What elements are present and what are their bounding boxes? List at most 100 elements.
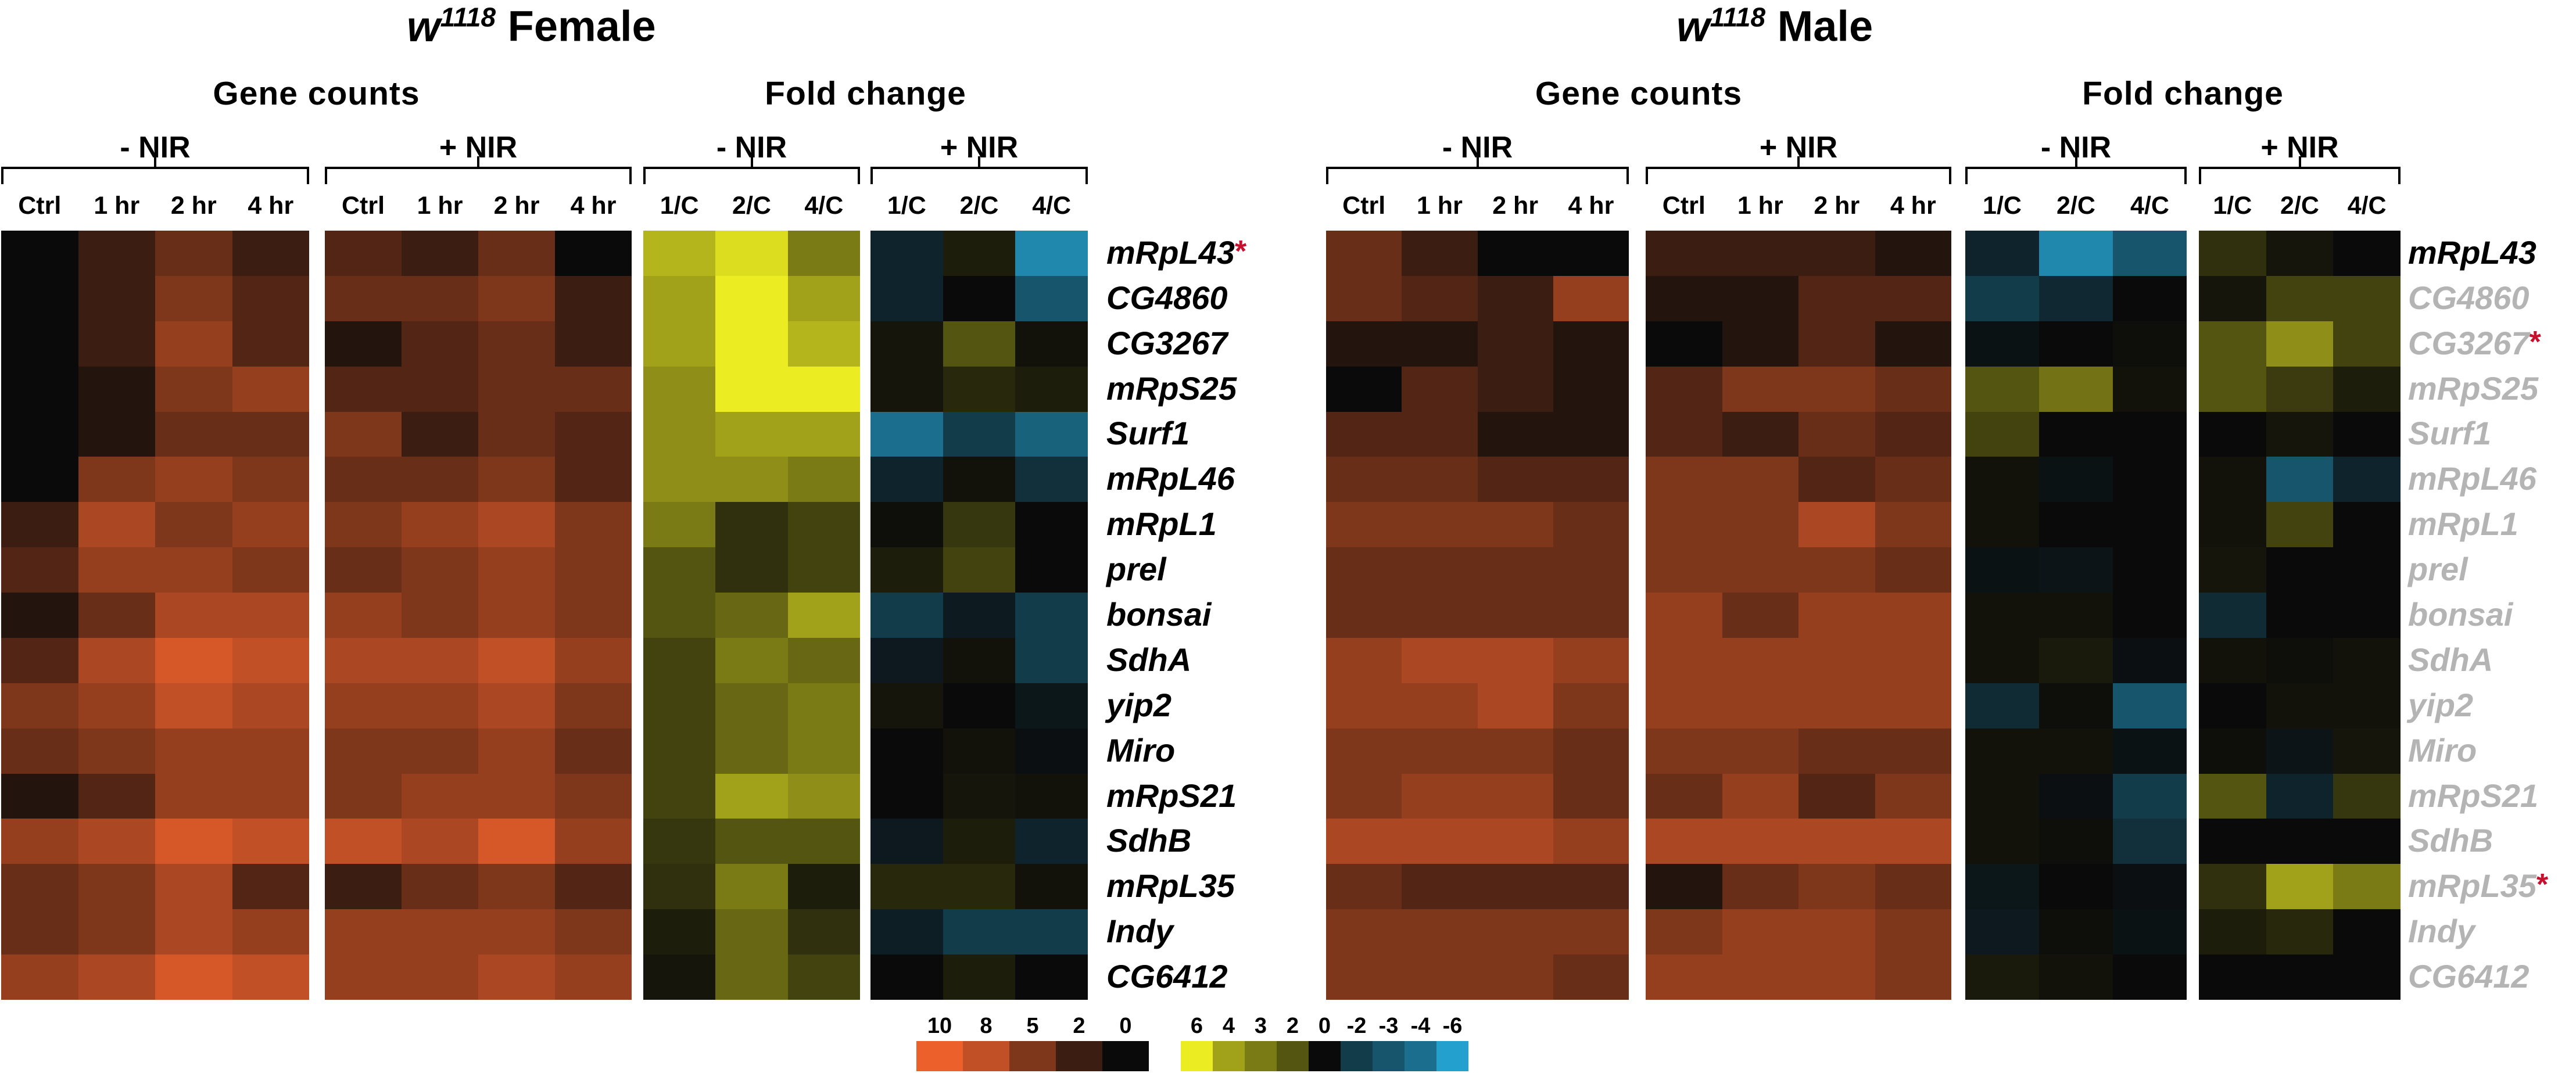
column-label: 2/C [959, 192, 999, 220]
heatmap-cell [402, 954, 478, 1000]
heatmap-cell [402, 231, 478, 276]
heatmap-cell [1402, 637, 1478, 683]
heatmap-cell [1477, 547, 1553, 593]
heatmap-cell [478, 819, 555, 864]
heatmap-cell [325, 909, 402, 955]
heatmap-cell [2333, 547, 2401, 593]
heatmap-cell [1965, 954, 2039, 1000]
heatmap-cell [232, 366, 309, 412]
column-label: 4/C [2347, 192, 2387, 220]
heatmap-cell [478, 366, 555, 412]
heatmap-cell [1646, 909, 1722, 955]
column-label: 1/C [1983, 192, 2022, 220]
heatmap-cell [232, 275, 309, 321]
heatmap-cell [1722, 819, 1798, 864]
legend-tick: 5 [1026, 1014, 1039, 1038]
fold-change-label: Fold change [2082, 75, 2284, 112]
fold-plus-block [870, 231, 1088, 1000]
heatmap-cell [1965, 366, 2039, 412]
heatmap-cell [478, 909, 555, 955]
heatmap-cell [1722, 864, 1798, 910]
heatmap-cell [715, 231, 788, 276]
heatmap-cell [1015, 457, 1088, 503]
heatmap-cell [402, 502, 478, 548]
heatmap-cell [1, 637, 78, 683]
heatmap-cell [1326, 366, 1402, 412]
fold-minus-block [643, 231, 860, 1000]
heatmap-cell [1965, 593, 2039, 638]
legend-swatch [1341, 1041, 1373, 1071]
heatmap-cell [1875, 637, 1951, 683]
count-color-legend [916, 1041, 1149, 1071]
legend-swatch [1405, 1041, 1436, 1071]
heatmap-cell [2266, 457, 2334, 503]
legend-tick: 2 [1073, 1014, 1085, 1038]
heatmap-cell [870, 231, 943, 276]
heatmap-cell [2266, 819, 2334, 864]
heatmap-cell [155, 457, 232, 503]
legend-swatch [1245, 1041, 1277, 1071]
heatmap-cell [2199, 275, 2266, 321]
heatmap-cell [402, 728, 478, 774]
heatmap-cell [1553, 275, 1629, 321]
gene-label: Indy [2408, 913, 2475, 950]
legend-swatch [1181, 1041, 1213, 1071]
heatmap-cell [1015, 231, 1088, 276]
heatmap-cell [1326, 773, 1402, 819]
heatmap-cell [2039, 773, 2113, 819]
heatmap-cell [155, 637, 232, 683]
heatmap-cell [402, 366, 478, 412]
heatmap-cell [1015, 502, 1088, 548]
heatmap-cell [2199, 819, 2266, 864]
heatmap-cell [232, 819, 309, 864]
heatmap-cell [643, 683, 716, 729]
heatmap-cell [1402, 547, 1478, 593]
heatmap-cell [1326, 321, 1402, 367]
heatmap-cell [78, 864, 155, 910]
heatmap-cell [787, 683, 860, 729]
heatmap-cell [1, 321, 78, 367]
heatmap-cell [1326, 728, 1402, 774]
heatmap-cell [715, 411, 788, 457]
heatmap-cell [1326, 411, 1402, 457]
heatmap-cell [78, 637, 155, 683]
brace-tick [1476, 156, 1479, 169]
heatmap-cell [1553, 683, 1629, 729]
legend-swatch [1056, 1041, 1102, 1071]
heatmap-cell [715, 275, 788, 321]
heatmap-cell [555, 275, 632, 321]
heatmap-cell [2266, 954, 2334, 1000]
heatmap-cell [1646, 457, 1722, 503]
heatmap-cell [1722, 321, 1798, 367]
group-brace [1965, 156, 2187, 184]
heatmap-cell [1646, 728, 1722, 774]
heatmap-cell [2266, 683, 2334, 729]
heatmap-cell [232, 773, 309, 819]
fold-minus-block [1965, 231, 2187, 1000]
gene-label: CG4860 [1106, 279, 1228, 316]
column-label: 1 hr [94, 192, 140, 220]
heatmap-cell [1875, 321, 1951, 367]
heatmap-cell [232, 593, 309, 638]
heatmap-cell [2113, 819, 2187, 864]
column-label: 2/C [2280, 192, 2319, 220]
significance-star: * [2529, 325, 2541, 359]
heatmap-cell [78, 819, 155, 864]
heatmap-cell [1402, 773, 1478, 819]
heatmap-cell [2266, 321, 2334, 367]
heatmap-cell [1015, 683, 1088, 729]
heatmap-cell [1646, 819, 1722, 864]
heatmap-cell [787, 728, 860, 774]
heatmap-cell [555, 909, 632, 955]
heatmap-cell [2113, 909, 2187, 955]
heatmap-cell [1722, 773, 1798, 819]
heatmap-cell [1477, 683, 1553, 729]
heatmap-cell [870, 819, 943, 864]
heatmap-cell [943, 728, 1016, 774]
heatmap-cell [1402, 683, 1478, 729]
group-brace [325, 156, 632, 184]
heatmap-cell [1646, 231, 1722, 276]
heatmap-cell [1326, 683, 1402, 729]
legend-tick: 4 [1222, 1014, 1235, 1038]
heatmap-cell [1798, 819, 1875, 864]
